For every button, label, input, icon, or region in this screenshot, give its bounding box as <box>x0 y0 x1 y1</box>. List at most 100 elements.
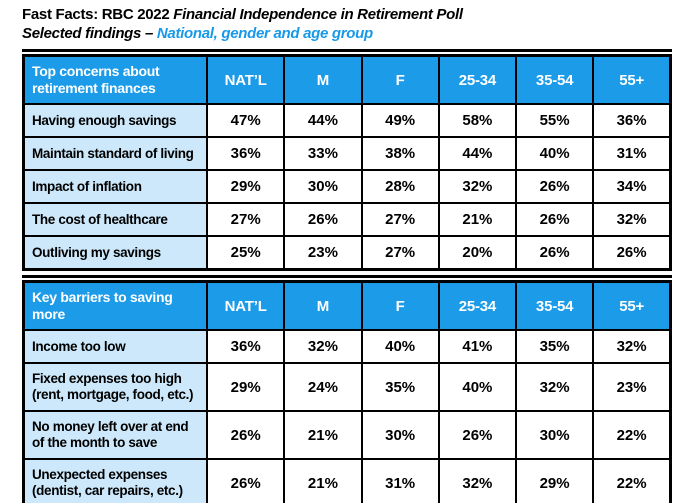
value-cell: 29% <box>514 458 595 503</box>
title-line1-italic: Financial Independence in Retirement Pol… <box>173 6 463 23</box>
value-cell: 35% <box>360 362 440 413</box>
value-cell: 40% <box>360 329 440 365</box>
value-cell: 25% <box>206 235 286 271</box>
value-cell: 30% <box>283 169 363 205</box>
table-row: Outliving my savings 25% 23% 27% 20% 26%… <box>22 235 672 271</box>
value-cell: 34% <box>592 169 672 205</box>
value-cell: 20% <box>437 235 518 271</box>
value-cell: 36% <box>206 329 286 365</box>
value-cell: 32% <box>592 329 672 365</box>
column-header-35-54: 35-54 <box>514 280 595 332</box>
value-cell: 32% <box>592 202 672 238</box>
row-label: Fixed expenses too high (rent, mortgage,… <box>22 362 209 413</box>
value-cell: 27% <box>360 202 440 238</box>
value-cell: 32% <box>283 329 363 365</box>
value-cell: 26% <box>206 458 286 503</box>
table-row: Unexpected expenses (dentist, car repair… <box>22 458 672 503</box>
title-line1-regular: Fast Facts: RBC 2022 <box>22 6 174 23</box>
title-line2-prefix: Selected findings – <box>22 25 157 43</box>
table-row: Impact of inflation 29% 30% 28% 32% 26% … <box>22 169 672 205</box>
column-header-35-54: 35-54 <box>514 54 595 106</box>
value-cell: 22% <box>592 458 672 503</box>
row-label: Outliving my savings <box>22 235 209 271</box>
value-cell: 23% <box>283 235 363 271</box>
value-cell: 21% <box>437 202 518 238</box>
value-cell: 27% <box>360 235 440 271</box>
row-label: Maintain standard of living <box>22 136 209 172</box>
row-label: Impact of inflation <box>22 169 209 205</box>
value-cell: 21% <box>283 410 363 461</box>
table-row: Fixed expenses too high (rent, mortgage,… <box>22 362 672 413</box>
row-label: Unexpected expenses (dentist, car repair… <box>22 458 209 503</box>
value-cell: 40% <box>514 136 595 172</box>
value-cell: 41% <box>437 329 518 365</box>
value-cell: 26% <box>592 235 672 271</box>
value-cell: 44% <box>283 103 363 139</box>
value-cell: 27% <box>206 202 286 238</box>
column-header-female: F <box>360 280 440 332</box>
table-row: Maintain standard of living 36% 33% 38% … <box>22 136 672 172</box>
column-header-natl: NAT’L <box>206 280 286 332</box>
table-row: The cost of healthcare 27% 26% 27% 21% 2… <box>22 202 672 238</box>
value-cell: 32% <box>437 169 518 205</box>
table-top-concerns: Top concerns about retirement finances N… <box>22 49 672 272</box>
value-cell: 28% <box>360 169 440 205</box>
column-header-25-34: 25-34 <box>437 280 518 332</box>
value-cell: 36% <box>592 103 672 139</box>
row-label: Income too low <box>22 329 209 365</box>
column-header-male: M <box>283 54 363 106</box>
key-barriers-table: Key barriers to saving more NAT’L M F 25… <box>22 280 672 503</box>
value-cell: 55% <box>514 103 595 139</box>
value-cell: 40% <box>437 362 518 413</box>
value-cell: 23% <box>592 362 672 413</box>
value-cell: 26% <box>283 202 363 238</box>
value-cell: 47% <box>206 103 286 139</box>
column-header-55plus: 55+ <box>592 280 672 332</box>
value-cell: 30% <box>514 410 595 461</box>
table-row: No money left over at end of the month t… <box>22 410 672 461</box>
row-label: Having enough savings <box>22 103 209 139</box>
table1-header-row: Top concerns about retirement finances N… <box>22 54 672 106</box>
title-line-1: Fast Facts: RBC 2022 Financial Independe… <box>22 5 679 24</box>
column-header-natl: NAT’L <box>206 54 286 106</box>
value-cell: 33% <box>283 136 363 172</box>
value-cell: 21% <box>283 458 363 503</box>
value-cell: 36% <box>206 136 286 172</box>
value-cell: 35% <box>514 329 595 365</box>
page-title: Fast Facts: RBC 2022 Financial Independe… <box>22 5 679 43</box>
title-line-2: Selected findings – National, gender and… <box>22 24 679 43</box>
value-cell: 30% <box>360 410 440 461</box>
top-concerns-table: Top concerns about retirement finances N… <box>22 54 672 272</box>
value-cell: 26% <box>437 410 518 461</box>
title-line2-highlight: National, gender and age group <box>156 25 373 43</box>
row-label: No money left over at end of the month t… <box>22 410 209 461</box>
value-cell: 24% <box>283 362 363 413</box>
value-cell: 32% <box>514 362 595 413</box>
table2-header-label: Key barriers to saving more <box>22 280 209 332</box>
table1-header-label: Top concerns about retirement finances <box>22 54 209 106</box>
table-row: Income too low 36% 32% 40% 41% 35% 32% <box>22 329 672 365</box>
column-header-55plus: 55+ <box>592 54 672 106</box>
value-cell: 26% <box>514 235 595 271</box>
value-cell: 22% <box>592 410 672 461</box>
value-cell: 38% <box>360 136 440 172</box>
value-cell: 31% <box>592 136 672 172</box>
value-cell: 31% <box>360 458 440 503</box>
value-cell: 26% <box>514 202 595 238</box>
row-label: The cost of healthcare <box>22 202 209 238</box>
column-header-female: F <box>360 54 440 106</box>
value-cell: 44% <box>437 136 518 172</box>
table2-top-rule <box>22 275 672 279</box>
value-cell: 29% <box>206 362 286 413</box>
table-row: Having enough savings 47% 44% 49% 58% 55… <box>22 103 672 139</box>
value-cell: 32% <box>437 458 518 503</box>
value-cell: 58% <box>437 103 518 139</box>
column-header-25-34: 25-34 <box>437 54 518 106</box>
table1-top-rule <box>22 49 672 53</box>
column-header-male: M <box>283 280 363 332</box>
table2-header-row: Key barriers to saving more NAT’L M F 25… <box>22 280 672 332</box>
value-cell: 26% <box>514 169 595 205</box>
table-key-barriers: Key barriers to saving more NAT’L M F 25… <box>22 275 672 503</box>
value-cell: 26% <box>206 410 286 461</box>
